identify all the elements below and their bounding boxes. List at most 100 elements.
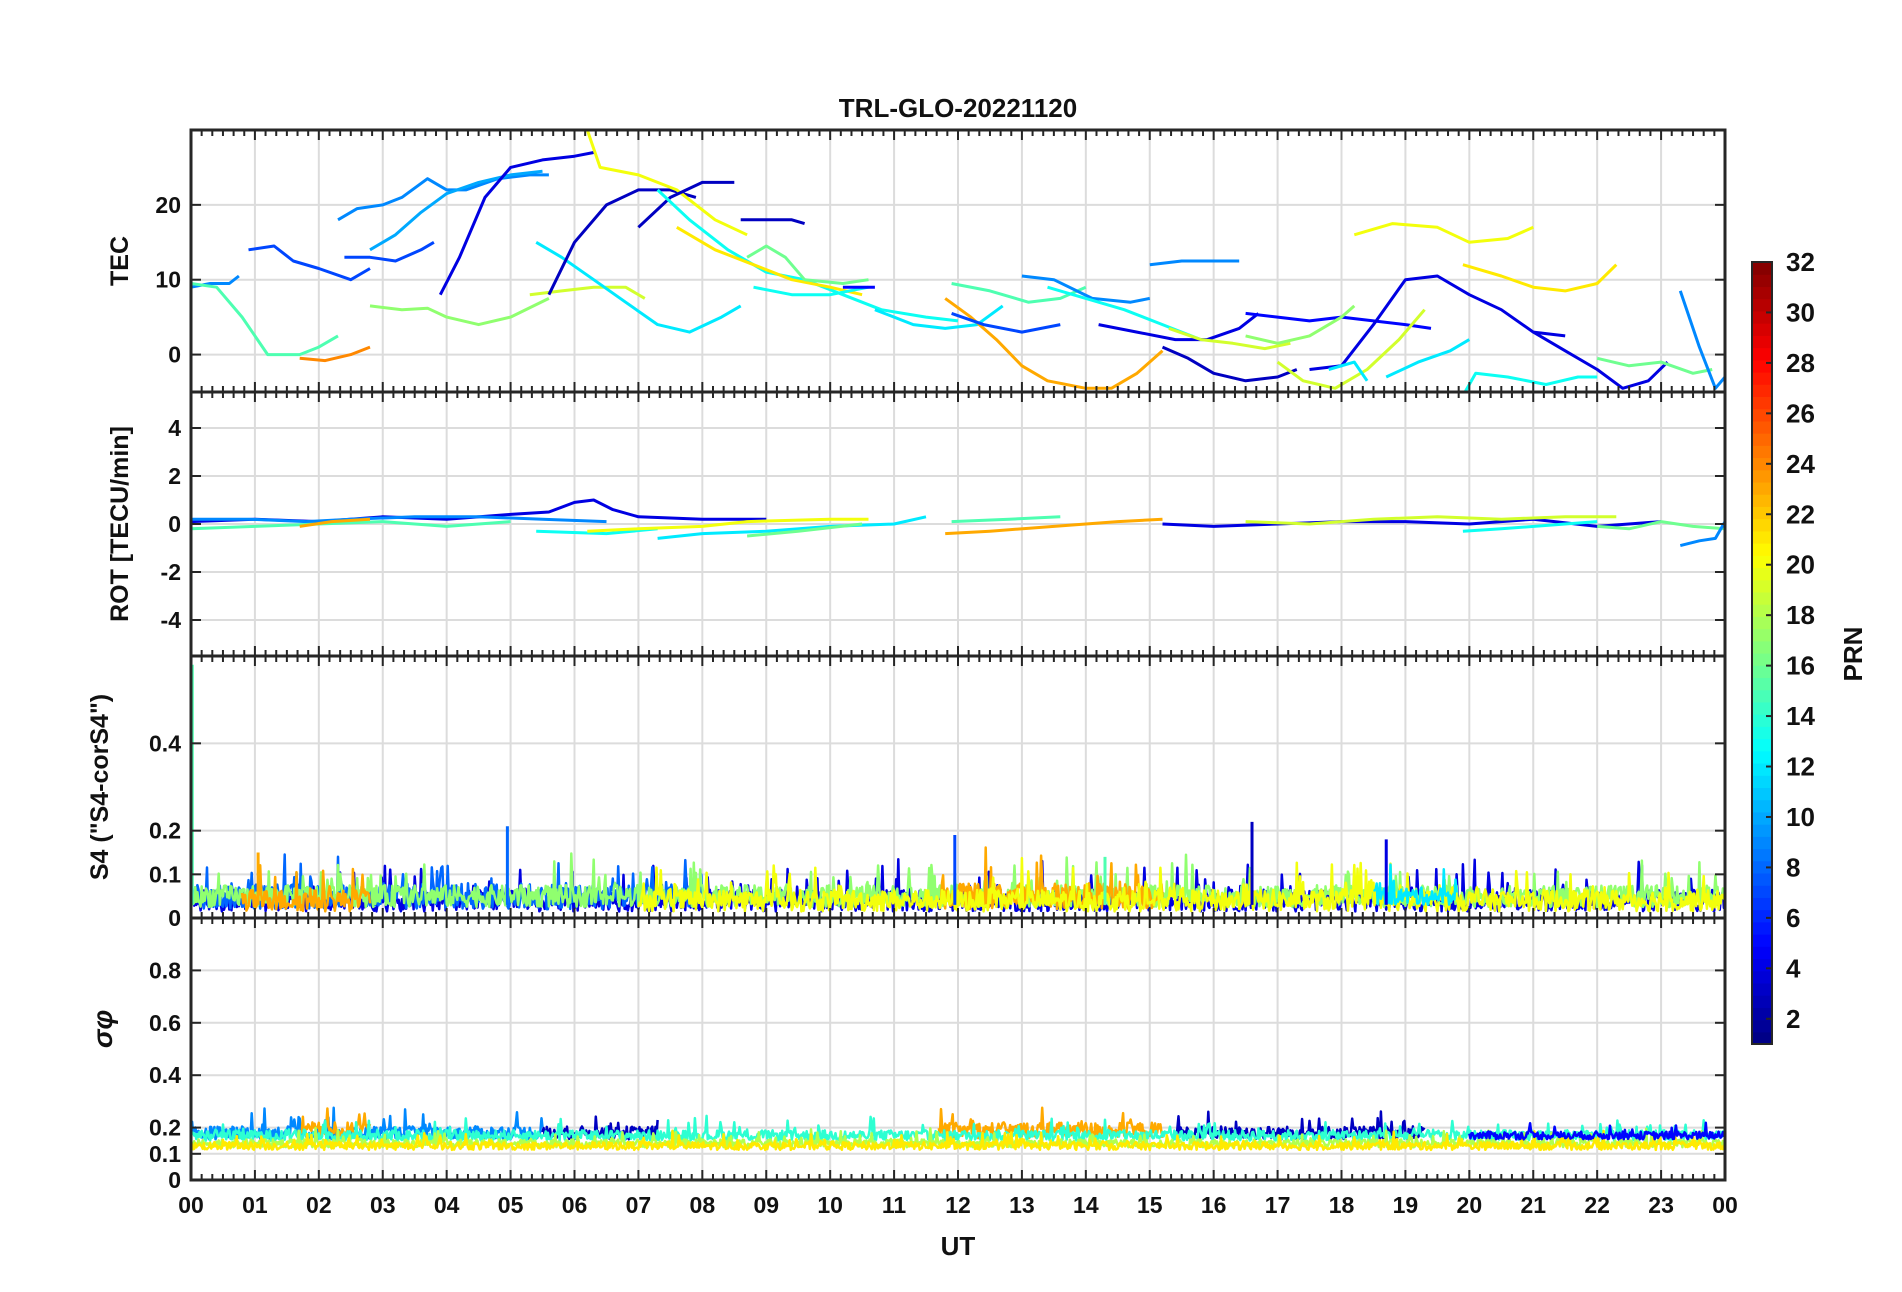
rot-series-prn-23 (299, 517, 371, 528)
colorbar-tick-label: 2 (1786, 1004, 1800, 1034)
colorbar-tick-label: 10 (1786, 802, 1815, 832)
rot-series-prn-15 (951, 515, 1061, 524)
rot-y-tick-label: 2 (168, 463, 181, 489)
tec-series-prn-3 (740, 218, 806, 226)
x-tick-label: 21 (1520, 1192, 1546, 1218)
sigma-noise-prn-5 (1468, 1121, 1725, 1141)
sigma-y-tick-label: 0.6 (149, 1010, 181, 1036)
colorbar-segment (1752, 481, 1772, 495)
x-tick-label: 19 (1393, 1192, 1419, 1218)
colorbar-segment (1752, 591, 1772, 605)
tec-series-prn-16 (1596, 356, 1713, 375)
colorbar-segment (1752, 518, 1772, 532)
sigma-y-tick-label: 0.2 (149, 1115, 181, 1141)
colorbar-segment (1752, 420, 1772, 434)
sigma-noise-prn-23 (298, 1107, 372, 1139)
colorbar-segment (1752, 885, 1772, 898)
rot-series-prn-16 (746, 522, 863, 538)
tec-series-prn-4 (1098, 312, 1260, 342)
tec-series-prn-19 (529, 285, 646, 300)
colorbar-segment (1752, 1031, 1772, 1045)
colorbar-segment (1752, 738, 1772, 752)
rot-y-tick-label: 0 (168, 511, 181, 537)
colorbar-segment (1752, 640, 1772, 654)
rot-y-tick-label: 4 (168, 415, 181, 441)
tec-series-prn-15 (191, 282, 339, 357)
colorbar-segment (1752, 811, 1772, 825)
colorbar-segment (1752, 970, 1772, 984)
colorbar-tick-label: 16 (1786, 651, 1815, 681)
tec-series-prn-13 (753, 285, 869, 297)
colorbar-segment (1752, 921, 1772, 935)
s4-y-tick-label: 0.1 (149, 861, 181, 887)
tec-series-prn-17 (369, 297, 550, 327)
colorbar-segment (1752, 286, 1772, 300)
colorbar-segment (1752, 848, 1772, 862)
colorbar-segment (1752, 274, 1772, 288)
colorbar-segment (1752, 396, 1772, 410)
colorbar-tick-label: 20 (1786, 550, 1815, 580)
sigma-y-tick-label: 0.8 (149, 957, 181, 983)
x-tick-label: 06 (562, 1192, 588, 1218)
x-tick-label: 11 (882, 1192, 907, 1218)
colorbar-tick-label: 24 (1786, 449, 1815, 479)
colorbar-segment (1752, 860, 1772, 874)
colorbar-tick-label: 30 (1786, 297, 1815, 327)
rot-series-prn-12 (657, 515, 927, 540)
x-tick-label: 15 (1137, 1192, 1163, 1218)
colorbar-tick-label: 6 (1786, 903, 1800, 933)
tec-series-prn-12 (1328, 360, 1369, 382)
colorbar-segment (1752, 1019, 1772, 1033)
tec-series-prn-7 (344, 241, 435, 263)
colorbar-segment (1752, 958, 1772, 972)
x-tick-label: 16 (1201, 1192, 1227, 1218)
colorbar-segment (1752, 555, 1772, 569)
colorbar-segment (1752, 946, 1772, 960)
colorbar-segment (1752, 347, 1772, 361)
colorbar-segment (1752, 433, 1772, 446)
tec-series-prn-19 (1168, 326, 1291, 351)
x-axis-label: UT (941, 1231, 976, 1261)
colorbar-segment (1752, 579, 1772, 593)
tec-series-prn-4 (438, 151, 594, 296)
s4-y-tick-label: 0.4 (149, 730, 181, 756)
tec-series-prn-9 (1021, 274, 1151, 304)
colorbar-segment (1752, 323, 1772, 336)
colorbar-segment (1752, 506, 1772, 520)
colorbar-segment (1752, 530, 1772, 544)
tec-series-prn-12 (535, 241, 742, 334)
rot-y-tick-label: -2 (161, 559, 181, 585)
sigma-axis-label: σφ (87, 1010, 118, 1048)
colorbar-tick-label: 14 (1786, 701, 1815, 731)
colorbar-segment (1752, 934, 1772, 947)
tec-y-tick-label: 20 (155, 192, 181, 218)
x-tick-label: 00 (1712, 1192, 1738, 1218)
sigma-noise-prn-21 (191, 1129, 1725, 1152)
colorbar-tick-label: 32 (1786, 247, 1815, 277)
x-tick-label: 18 (1329, 1192, 1355, 1218)
colorbar-segment (1752, 787, 1772, 801)
text-layer: TRL-GLO-20221120 UT PRN 01020TEC-4-2024R… (86, 93, 1868, 1261)
colorbar-frame (1751, 261, 1773, 1045)
sigma-y-tick-label: 0 (168, 1167, 181, 1193)
tec-y-tick-label: 10 (155, 267, 181, 293)
tec-series-prn-20 (585, 130, 748, 237)
colorbar-segment (1752, 714, 1772, 727)
colorbar-segment (1752, 677, 1772, 691)
tec-series-prn-19 (1276, 308, 1426, 390)
tec-series-prn-21 (676, 226, 863, 297)
rot-series-prn-16 (1597, 520, 1725, 531)
tec-series-prn-7 (951, 311, 1061, 334)
colorbar-segment (1752, 371, 1772, 385)
x-tick-label: 22 (1584, 1192, 1610, 1218)
colorbar-segment (1752, 762, 1772, 776)
colorbar-segment (1752, 604, 1772, 617)
colorbar-segment (1752, 628, 1772, 642)
s4-noise-prn-20 (637, 856, 1725, 913)
colorbar-segment (1752, 824, 1772, 837)
rot-series-prn-23 (945, 517, 1163, 536)
colorbar-segment (1752, 701, 1772, 715)
rot-series-prn-4 (191, 498, 767, 524)
tec-series-prn-16 (746, 244, 869, 285)
